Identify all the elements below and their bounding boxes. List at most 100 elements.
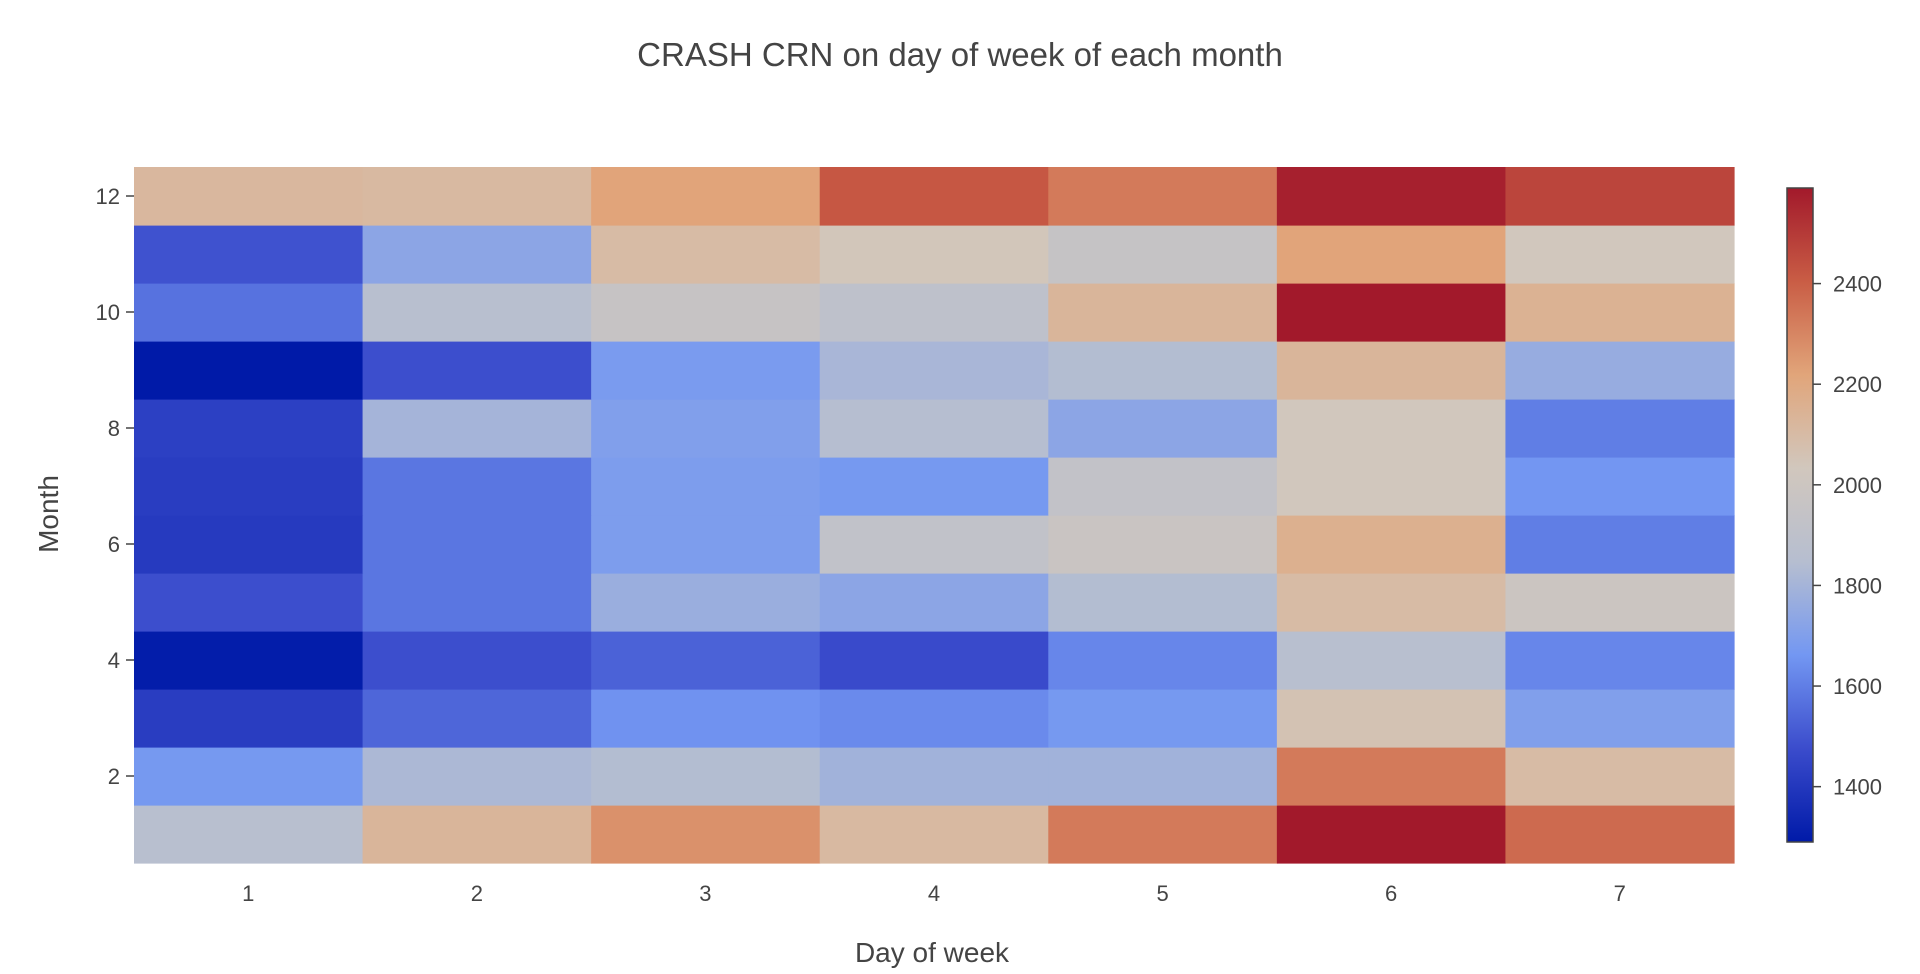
heatmap-cell xyxy=(1505,167,1735,226)
y-axis-ticks: 2 4 6 8 10 12 xyxy=(96,184,134,789)
heatmap-cell xyxy=(362,805,592,864)
heatmap-cell xyxy=(1048,225,1278,284)
heatmap-cell xyxy=(591,805,821,864)
heatmap-cell xyxy=(362,689,592,748)
heatmap-cell xyxy=(1048,167,1278,226)
colorbar-tick-label: 1600 xyxy=(1833,674,1882,699)
x-axis-ticks: 1 2 3 4 5 6 7 xyxy=(242,881,1626,906)
heatmap-cell xyxy=(591,283,821,342)
heatmap-cell xyxy=(362,167,592,226)
y-tick-label: 6 xyxy=(108,532,120,557)
heatmap-cell xyxy=(591,573,821,632)
colorbar-ticks: 1400 1600 1800 2000 2200 2400 xyxy=(1813,272,1882,800)
heatmap-cell xyxy=(1048,399,1278,458)
colorbar-tick-label: 1800 xyxy=(1833,573,1882,598)
heatmap-cell xyxy=(1505,631,1735,690)
heatmap-cell xyxy=(1505,225,1735,284)
heatmap-cell xyxy=(591,515,821,574)
heatmap-cell xyxy=(362,225,592,284)
x-tick-label: 2 xyxy=(471,881,483,906)
heatmap-cell xyxy=(134,631,364,690)
heatmap-cell xyxy=(362,631,592,690)
heatmap-cell xyxy=(134,747,364,806)
heatmap-cell xyxy=(362,341,592,400)
heatmap-cell xyxy=(134,399,364,458)
y-axis-title: Month xyxy=(33,475,64,553)
heatmap-cell xyxy=(819,747,1049,806)
heatmap-cell xyxy=(819,283,1049,342)
y-tick-label: 12 xyxy=(96,184,120,209)
heatmap-cell xyxy=(1505,283,1735,342)
heatmap-cell xyxy=(819,457,1049,516)
heatmap-cell xyxy=(1276,225,1507,284)
x-tick-label: 1 xyxy=(242,881,254,906)
heatmap-cell xyxy=(1048,805,1278,864)
heatmap-cells xyxy=(134,167,1735,864)
heatmap-cell xyxy=(1048,689,1278,748)
heatmap-cell xyxy=(1505,341,1735,400)
heatmap-cell xyxy=(1505,805,1735,864)
x-tick-label: 4 xyxy=(928,881,940,906)
heatmap-cell xyxy=(362,399,592,458)
heatmap-cell xyxy=(1048,341,1278,400)
heatmap-cell xyxy=(1276,399,1507,458)
chart-title: CRASH CRN on day of week of each month xyxy=(637,36,1283,73)
heatmap-cell xyxy=(591,167,821,226)
heatmap-cell xyxy=(1276,515,1507,574)
heatmap-cell xyxy=(1276,573,1507,632)
heatmap-cell xyxy=(1048,283,1278,342)
heatmap-cell xyxy=(1276,805,1507,864)
heatmap-cell xyxy=(1276,167,1507,226)
heatmap-cell xyxy=(1276,631,1507,690)
colorbar-tick-label: 2400 xyxy=(1833,272,1882,297)
x-tick-label: 3 xyxy=(699,881,711,906)
heatmap-cell xyxy=(591,341,821,400)
heatmap-cell xyxy=(134,805,364,864)
y-tick-label: 2 xyxy=(108,764,120,789)
heatmap-cell xyxy=(819,515,1049,574)
heatmap-cell xyxy=(591,457,821,516)
heatmap-cell xyxy=(1505,515,1735,574)
heatmap-cell xyxy=(1505,573,1735,632)
heatmap-cell xyxy=(362,747,592,806)
heatmap-cell xyxy=(1048,457,1278,516)
heatmap-cell xyxy=(591,689,821,748)
heatmap-cell xyxy=(134,515,364,574)
heatmap-cell xyxy=(1505,689,1735,748)
heatmap-cell xyxy=(362,457,592,516)
heatmap-cell xyxy=(591,631,821,690)
heatmap-cell xyxy=(1276,747,1507,806)
heatmap-cell xyxy=(1505,399,1735,458)
x-tick-label: 7 xyxy=(1614,881,1626,906)
heatmap-cell xyxy=(591,399,821,458)
colorbar-tick-label: 2000 xyxy=(1833,473,1882,498)
heatmap-cell xyxy=(1276,689,1507,748)
colorbar-tick-label: 1400 xyxy=(1833,775,1882,800)
heatmap-cell xyxy=(362,283,592,342)
heatmap-cell xyxy=(134,167,364,226)
heatmap-cell xyxy=(134,283,364,342)
colorbar-tick-label: 2200 xyxy=(1833,372,1882,397)
y-tick-label: 4 xyxy=(108,648,120,673)
heatmap-cell xyxy=(1276,283,1507,342)
heatmap-cell xyxy=(1276,341,1507,400)
heatmap-cell xyxy=(134,689,364,748)
y-tick-label: 8 xyxy=(108,416,120,441)
heatmap-cell xyxy=(819,631,1049,690)
heatmap-cell xyxy=(134,457,364,516)
colorbar: 1400 1600 1800 2000 2200 2400 xyxy=(1786,187,1882,843)
x-axis-title: Day of week xyxy=(855,937,1010,968)
heatmap-cell xyxy=(134,573,364,632)
x-tick-label: 5 xyxy=(1156,881,1168,906)
heatmap-cell xyxy=(819,341,1049,400)
heatmap-cell xyxy=(819,573,1049,632)
heatmap-cell xyxy=(819,399,1049,458)
heatmap-cell xyxy=(134,341,364,400)
x-tick-label: 6 xyxy=(1385,881,1397,906)
heatmap-cell xyxy=(591,747,821,806)
heatmap-cell xyxy=(819,689,1049,748)
heatmap-cell xyxy=(1276,457,1507,516)
heatmap-cell xyxy=(134,225,364,284)
